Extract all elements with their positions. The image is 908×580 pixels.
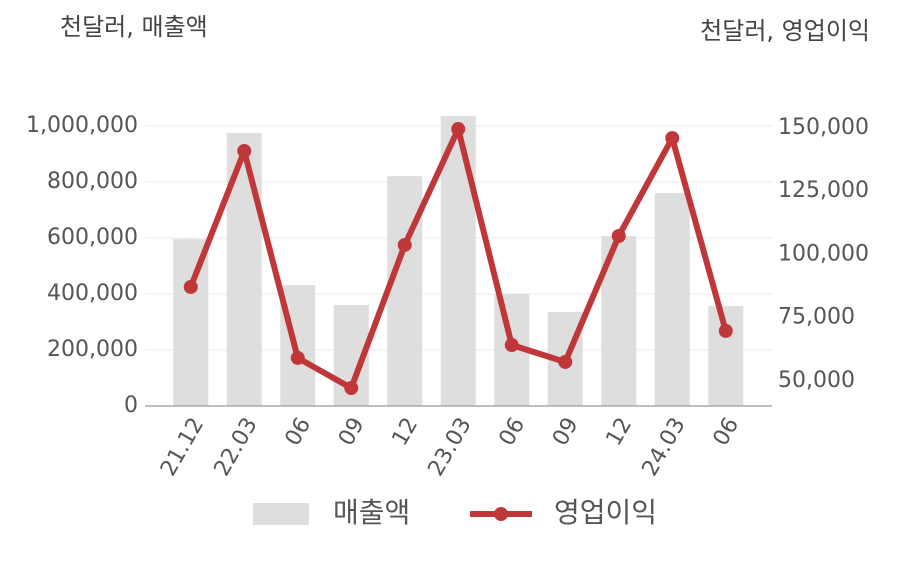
x-tick-label: 06: [494, 414, 530, 451]
y-tick-label: 0: [124, 393, 138, 418]
bar: [654, 192, 690, 406]
legend-label: 매출액: [333, 496, 410, 529]
y2-tick-label: 75,000: [778, 305, 855, 330]
legend-marker: [494, 507, 508, 521]
x-tick-label: 06: [708, 414, 744, 451]
y-tick-label: 200,000: [47, 337, 138, 362]
y2-tick-label: 125,000: [778, 178, 869, 203]
x-tick-label: 21.12: [156, 414, 209, 481]
y2-tick-label: 100,000: [778, 241, 869, 266]
y2-axis-unit: 천달러, 영업이익: [700, 17, 870, 45]
x-tick-label: 23.03: [423, 414, 476, 481]
line-point: [665, 131, 680, 146]
x-tick-label: 09: [334, 414, 370, 451]
x-tick-label: 12: [601, 414, 637, 451]
line-point: [611, 228, 626, 243]
legend-label: 영업이익: [554, 496, 657, 529]
y-axis-unit: 천달러, 매출액: [60, 13, 208, 41]
bar: [387, 176, 423, 406]
line-point: [237, 143, 252, 158]
y2-tick-label: 50,000: [778, 368, 855, 393]
x-tick-label: 22.03: [209, 414, 262, 481]
line-point: [183, 279, 198, 294]
x-tick-label: 06: [280, 414, 316, 451]
line-point: [344, 381, 359, 396]
legend-swatch: [253, 503, 309, 525]
line-point: [504, 338, 519, 353]
y2-tick-label: 150,000: [778, 115, 869, 140]
line-point: [397, 237, 412, 252]
line-point: [290, 350, 305, 365]
line-point: [558, 354, 573, 369]
x-tick-label: 12: [387, 414, 423, 451]
bar: [173, 239, 209, 406]
y-tick-label: 600,000: [47, 225, 138, 250]
y-tick-label: 800,000: [47, 169, 138, 194]
y-tick-label: 1,000,000: [26, 113, 138, 138]
y-tick-label: 400,000: [47, 281, 138, 306]
line-point: [451, 121, 466, 136]
x-tick-label: 09: [548, 414, 584, 451]
line-point: [718, 323, 733, 338]
x-tick-label: 24.03: [637, 414, 690, 481]
